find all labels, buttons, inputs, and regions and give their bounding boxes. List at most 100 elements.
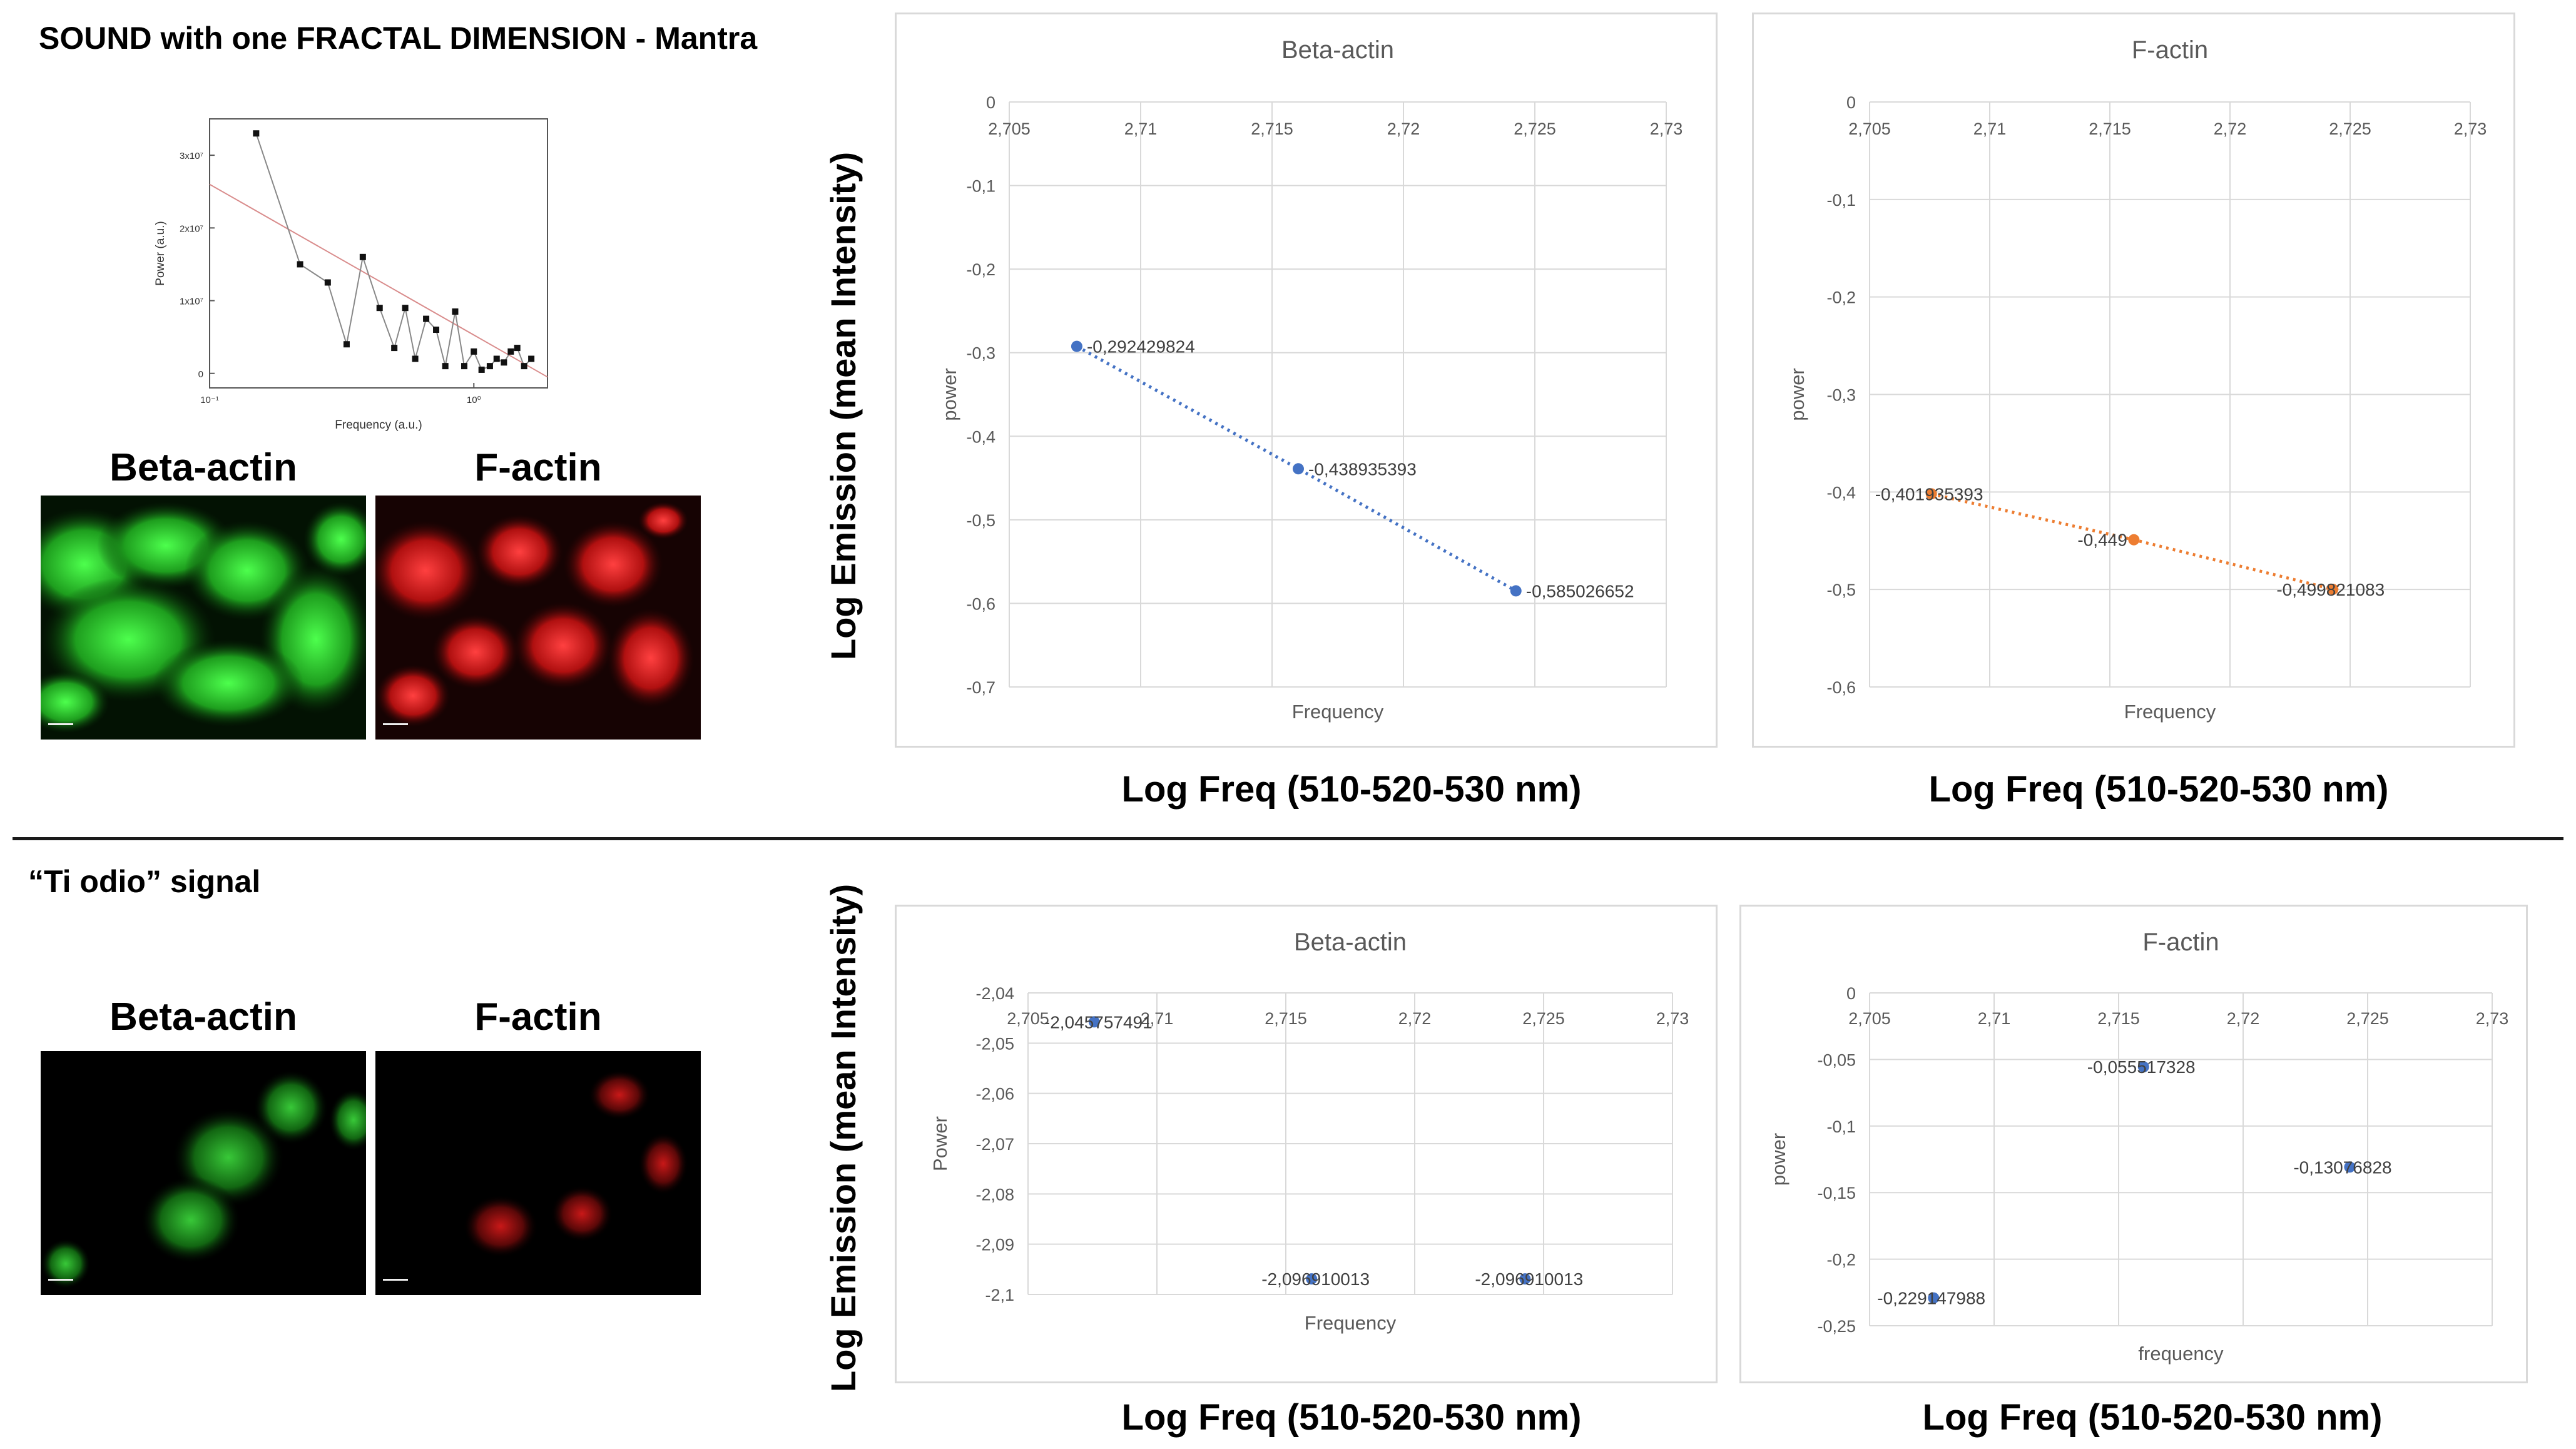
y-tick-label: 1x10⁷: [180, 297, 203, 307]
bottom-f-actin-micrograph: [375, 1051, 701, 1295]
scale-bar: [380, 1274, 408, 1284]
y-tick-label: -2,07: [975, 1135, 1014, 1154]
data-point: [402, 305, 409, 312]
data-point: [452, 308, 459, 315]
top-beta-actin-label: Beta-actin: [109, 446, 297, 489]
x-tick-label: 2,725: [1514, 119, 1556, 138]
mantra-spectrum-chart: 0 1x10⁷ 2x10⁷ 3x10⁷ 10⁻¹ 10⁰ Frequency (a.u.) P…: [150, 106, 563, 444]
data-point: [324, 279, 331, 286]
bottom-section-title: “Ti odio” signal: [28, 864, 261, 899]
dim-red-cells-image: [375, 1051, 701, 1295]
x-tick-label: 2,705: [1848, 1009, 1891, 1028]
x-tick-label: 2,71: [1978, 1009, 2011, 1028]
x-tick-label: 2,72: [2227, 1009, 2260, 1028]
data-label: -0,449: [2077, 531, 2127, 550]
y-tick-label: -2,05: [975, 1034, 1014, 1053]
tiodio-beta-svg: Beta-actin -2,04 -2,05 -2,06 -2,07 -2,08 -2,09…: [929, 928, 1689, 1334]
bottom-beta-actin-micrograph: [41, 1051, 366, 1295]
bottom-x-axis-label-right: Log Freq (510-520-530 nm): [1922, 1397, 2383, 1438]
y-axis-title: power: [939, 368, 960, 420]
y-tick-label: -2,06: [975, 1085, 1014, 1104]
data-point: [1306, 1273, 1318, 1285]
x-axis-title: frequency: [2138, 1343, 2224, 1365]
data-point: [493, 355, 500, 362]
data-point: [1071, 340, 1082, 352]
x-tick-label: 2,71: [1141, 1009, 1174, 1028]
data-point: [528, 355, 535, 362]
y-tick-label: -2,1: [985, 1286, 1014, 1304]
data-point: [2137, 1061, 2149, 1073]
y-axis-title: power: [1786, 368, 1808, 420]
x-tick-label: 2,72: [1387, 119, 1420, 138]
data-point: [1519, 1273, 1531, 1285]
y-tick-label: 2x10⁷: [180, 223, 203, 234]
x-tick-label: 2,725: [2329, 119, 2371, 138]
bottom-f-actin-label: F-actin: [474, 995, 602, 1039]
data-point: [253, 130, 260, 137]
data-point: [343, 341, 350, 348]
x-tick-label: 2,715: [1265, 1009, 1307, 1028]
data-label: -0,401935393: [1875, 484, 1983, 504]
data-label: -0,438935393: [1308, 459, 1417, 479]
data-point: [2327, 583, 2339, 595]
x-tick-label: 2,725: [1522, 1009, 1565, 1028]
bottom-beta-actin-label: Beta-actin: [109, 995, 297, 1039]
data-point: [297, 261, 303, 268]
top-y-axis-label: Log Emission (mean Intensity): [823, 151, 863, 660]
y-tick-label: -0,2: [966, 260, 995, 279]
x-tick-label: 2,73: [2476, 1009, 2509, 1028]
red-cells-image: [375, 496, 701, 740]
x-tick-label: 2,73: [1650, 119, 1683, 138]
tiodio-factin-svg: F-actin 0 -0,05 -0,1 -0,15 -0,2 -0,25 2,705 2,71…: [1768, 928, 2509, 1365]
top-x-axis-label-left: Log Freq (510-520-530 nm): [1121, 769, 1582, 810]
y-tick-label: -0,5: [1826, 581, 1856, 599]
data-label: -0,585026652: [1526, 581, 1634, 601]
data-point: [359, 253, 366, 260]
data-point: [471, 348, 477, 355]
data-label: -0,055517328: [2087, 1057, 2196, 1077]
data-point: [461, 363, 467, 370]
data-point: [391, 345, 398, 352]
top-beta-actin-micrograph: [41, 496, 366, 740]
scale-bar: [46, 1274, 73, 1284]
data-point: [521, 363, 527, 370]
fit-line: [209, 183, 548, 378]
x-axis-title: Frequency: [1305, 1312, 1397, 1334]
x-tick-label: 2,71: [1973, 119, 2007, 138]
x-axis-title: Frequency: [2124, 701, 2216, 723]
chart-title: F-actin: [2142, 928, 2219, 956]
mantra-beta-chart: Beta-actin 0 -0,1 -0,2 -0,3 -0,4 -0,5 -0,6 -0,7 2…: [895, 13, 1718, 748]
data-point: [486, 363, 493, 370]
x-tick-label: 2,715: [1251, 119, 1293, 138]
top-section-title: SOUND with one FRACTAL DIMENSION - Mantr…: [39, 21, 758, 56]
data-point: [2344, 1161, 2356, 1173]
section-divider: [13, 837, 2563, 840]
tiodio-factin-chart: F-actin 0 -0,05 -0,1 -0,15 -0,2 -0,25 2,705 2,71…: [1739, 905, 2528, 1383]
top-f-actin-micrograph: [375, 496, 701, 740]
y-tick-label: -0,6: [966, 594, 995, 613]
x-tick-label: 2,715: [2097, 1009, 2140, 1028]
data-point: [376, 305, 383, 312]
y-tick-label: -0,2: [1826, 288, 1856, 307]
chart-title: Beta-actin: [1281, 36, 1394, 64]
data-point: [1293, 463, 1304, 475]
mantra-spectrum-svg: 0 1x10⁷ 2x10⁷ 3x10⁷ 10⁻¹ 10⁰ Frequency (a.u.) P…: [154, 118, 548, 432]
data-point: [1088, 1016, 1100, 1028]
scale-bar: [380, 719, 408, 728]
data-point: [442, 363, 449, 370]
y-tick-label: -0,2: [1826, 1251, 1856, 1269]
top-x-axis-label-right: Log Freq (510-520-530 nm): [1928, 769, 2389, 810]
x-tick-label: 2,73: [2454, 119, 2487, 138]
data-point: [412, 355, 419, 362]
data-point: [514, 345, 521, 352]
trend-line: [1076, 345, 1517, 592]
data-label: -0,229147988: [1877, 1289, 1985, 1308]
y-tick-label: -0,6: [1826, 678, 1856, 697]
spectrum-line: [255, 133, 532, 371]
data-label: -0,13076828: [2293, 1157, 2391, 1177]
y-tick-label: -0,1: [1826, 1117, 1856, 1136]
x-tick-label: 2,72: [1398, 1009, 1432, 1028]
data-point: [1925, 488, 1937, 500]
y-tick-label: 0: [1846, 93, 1856, 112]
